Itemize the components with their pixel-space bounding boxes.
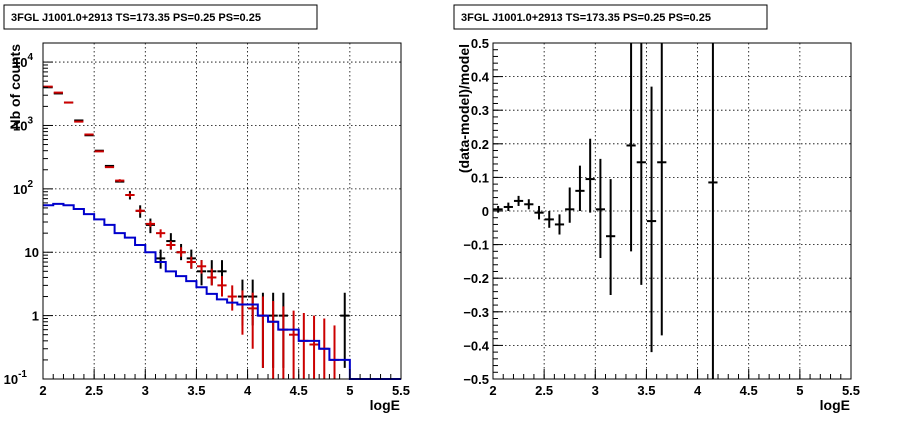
data-point-1-26 bbox=[309, 315, 319, 379]
data-point-0-15 bbox=[657, 43, 667, 336]
y-tick-label: 102 bbox=[13, 179, 33, 197]
data-point-1-7 bbox=[115, 179, 125, 183]
right-grid bbox=[493, 43, 851, 379]
x-tick-label: 4.5 bbox=[290, 383, 308, 398]
data-point-1-17 bbox=[217, 276, 227, 297]
x-tick-label: 5 bbox=[346, 383, 353, 398]
data-point-1-20 bbox=[248, 292, 258, 349]
data-point-0-1 bbox=[503, 202, 513, 211]
y-tick-label: 0.4 bbox=[471, 70, 490, 85]
right-plot-title: 3FGL J1001.0+2913 TS=173.35 PS=0.25 PS=0… bbox=[461, 12, 711, 24]
x-tick-label: 4 bbox=[244, 383, 252, 398]
left-x-axis-title: logE bbox=[370, 397, 400, 413]
data-point-0-13 bbox=[636, 43, 646, 285]
x-tick-label: 5 bbox=[796, 383, 803, 398]
x-tick-label: 3 bbox=[142, 383, 149, 398]
y-tick-label: 10 bbox=[25, 245, 39, 260]
y-tick-label: −0.4 bbox=[463, 338, 489, 353]
data-point-0-7 bbox=[565, 187, 575, 223]
left-plot-frame bbox=[42, 42, 402, 380]
right-title-box bbox=[453, 4, 768, 30]
x-tick-label: 4 bbox=[694, 383, 702, 398]
model-step-line bbox=[43, 202, 401, 380]
data-point-1-24 bbox=[288, 310, 299, 379]
y-tick-label: 0.5 bbox=[471, 36, 489, 51]
data-point-1-22 bbox=[268, 301, 278, 379]
x-tick-label: 2.5 bbox=[85, 383, 103, 398]
y-tick-label: 10-1 bbox=[4, 369, 28, 387]
x-tick-label: 5.5 bbox=[392, 383, 410, 398]
x-tick-label: 5.5 bbox=[842, 383, 860, 398]
data-point-0-16 bbox=[708, 43, 718, 379]
left-data-marks bbox=[43, 85, 401, 380]
y-tick-label: −0.3 bbox=[463, 305, 489, 320]
x-tick-label: 2.5 bbox=[535, 383, 553, 398]
x-tick-label: 2 bbox=[39, 383, 46, 398]
data-point-0-2 bbox=[513, 195, 524, 206]
left-plot-title: 3FGL J1001.0+2913 TS=173.35 PS=0.25 PS=0… bbox=[11, 12, 261, 24]
data-point-1-18 bbox=[227, 285, 237, 311]
data-point-1-10 bbox=[145, 221, 156, 228]
data-point-1-28 bbox=[329, 325, 340, 379]
left-plot-panel: 3FGL J1001.0+2913 TS=173.35 PS=0.25 PS=0… bbox=[3, 4, 410, 413]
x-tick-label: 2 bbox=[489, 383, 496, 398]
right-axes: 2 2.5 3 3.5 4 4.5 5 5.5 −0.5 −0.4 −0.3 −0.2 −0.1 0 0.1… bbox=[463, 36, 860, 398]
x-tick-label: 3.5 bbox=[637, 383, 655, 398]
data-point-0-14 bbox=[646, 86, 657, 353]
data-point-1-11 bbox=[156, 229, 166, 238]
y-tick-label: −0.1 bbox=[463, 238, 489, 253]
right-y-axis-title: (data-model)/model bbox=[456, 44, 472, 173]
y-tick-label: −0.2 bbox=[463, 271, 489, 286]
data-point-1-12 bbox=[166, 241, 176, 250]
right-x-axis-title: logE bbox=[820, 397, 850, 413]
x-tick-label: 3.5 bbox=[187, 383, 205, 398]
data-point-0-10 bbox=[595, 158, 606, 259]
data-point-1-23 bbox=[278, 306, 288, 379]
y-tick-label: 0 bbox=[482, 204, 489, 219]
data-point-0-6 bbox=[554, 214, 565, 235]
left-y-axis-title: Nb of counts bbox=[7, 44, 23, 130]
data-point-0-4 bbox=[534, 205, 544, 220]
data-point-1-15 bbox=[196, 260, 207, 274]
y-tick-label: 0.1 bbox=[471, 170, 489, 185]
left-title-box bbox=[3, 4, 318, 30]
y-tick-label: 1 bbox=[32, 309, 39, 324]
data-point-0-11 bbox=[606, 179, 616, 295]
data-point-0-11 bbox=[156, 249, 166, 269]
x-tick-label: 3 bbox=[592, 383, 599, 398]
data-point-1-21 bbox=[258, 296, 268, 368]
data-point-1-14 bbox=[186, 256, 196, 269]
x-tick-label: 4.5 bbox=[740, 383, 758, 398]
right-plot-panel: 3FGL J1001.0+2913 TS=173.35 PS=0.25 PS=0… bbox=[453, 4, 860, 413]
data-point-1-9 bbox=[135, 208, 145, 214]
data-point-0-3 bbox=[524, 199, 534, 210]
right-data-marks bbox=[493, 43, 718, 379]
data-point-1-13 bbox=[176, 247, 186, 257]
data-point-0-8 bbox=[575, 165, 585, 211]
data-point-0-5 bbox=[544, 211, 554, 228]
data-point-0-9 bbox=[585, 138, 595, 213]
left-grid bbox=[43, 43, 401, 379]
data-point-1-25 bbox=[299, 312, 309, 379]
data-point-0-12 bbox=[626, 43, 636, 252]
y-tick-label: 0.3 bbox=[471, 103, 489, 118]
y-tick-label: 0.2 bbox=[471, 137, 489, 152]
y-tick-label: −0.5 bbox=[463, 372, 489, 387]
data-point-1-16 bbox=[207, 268, 217, 286]
data-point-0-29 bbox=[340, 292, 350, 368]
data-point-1-8 bbox=[125, 193, 135, 198]
data-point-0-0 bbox=[493, 205, 503, 213]
